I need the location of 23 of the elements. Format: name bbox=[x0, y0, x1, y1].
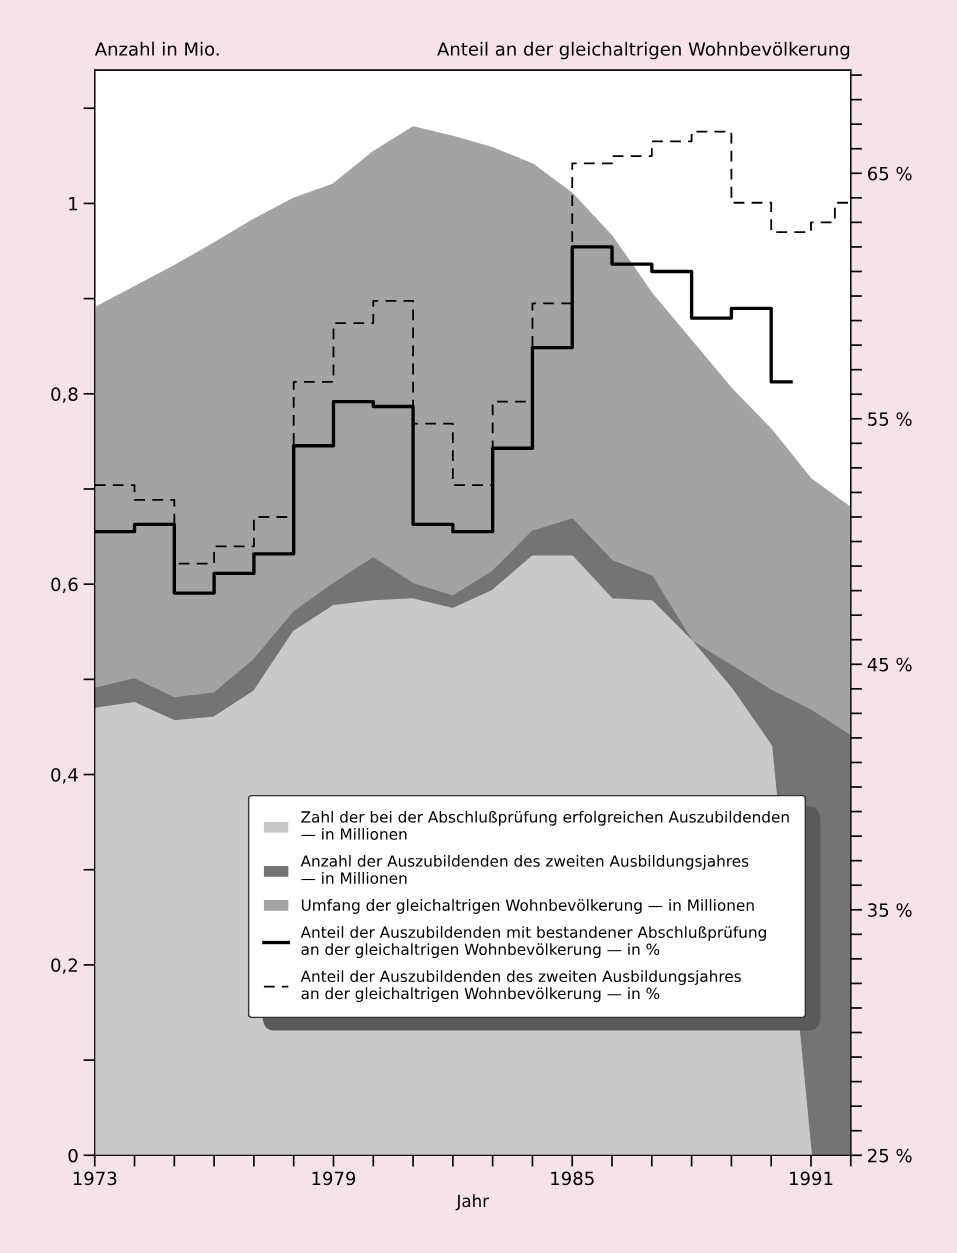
x-tick-label: 1979 bbox=[312, 1171, 356, 1186]
y-tick-label: 0,2 bbox=[51, 958, 77, 974]
y-tick-label: 0,8 bbox=[51, 387, 78, 403]
y-tick-label: 0,6 bbox=[51, 577, 78, 594]
legend-label: Zahl der bei der Abschlußprüfung erfolgreichen Auszubildenden — in Millionen bbox=[301, 810, 789, 840]
y-tick-label: 0,4 bbox=[51, 767, 78, 784]
y2-tick-label: 25 % bbox=[868, 1148, 912, 1163]
y-tick-label: 1 bbox=[69, 197, 78, 211]
x-tick-label: 1991 bbox=[789, 1171, 833, 1186]
legend-label: Umfang der gleichaltrigen Wohnbevölkerung — in Millionen bbox=[301, 899, 754, 914]
y2-tick-label: 65 % bbox=[868, 166, 912, 181]
y2-axis-title: Anteil an der gleichaltrigen Wohnbevölkerung bbox=[437, 41, 850, 60]
y2-tick-label: 45 % bbox=[867, 657, 912, 672]
y-tick-label: 0 bbox=[68, 1148, 78, 1163]
y2-tick-label: 55 % bbox=[868, 412, 912, 426]
y2-tick-label: 35 % bbox=[868, 903, 912, 917]
legend-label: Anteil der Auszubildenden mit bestandener Abschlußprüfung an der gleichaltrigen Wohnbevölkerung — in % bbox=[300, 926, 766, 959]
x-tick-label: 1985 bbox=[551, 1171, 594, 1186]
x-tick-label: 1973 bbox=[73, 1171, 117, 1186]
legend-label: Anteil der Auszubildenden des zweiten Ausbildungsjahres an der gleichaltrigen Wohnbevölkerung — in % bbox=[300, 970, 741, 1003]
legend-label: Anzahl der Auszubildenden des zweiten Ausbildungsjahres — in Millionen bbox=[300, 855, 749, 884]
y-axis-title: Anzahl in Mio. bbox=[94, 41, 219, 56]
x-axis-title: Jahr bbox=[455, 1194, 490, 1211]
